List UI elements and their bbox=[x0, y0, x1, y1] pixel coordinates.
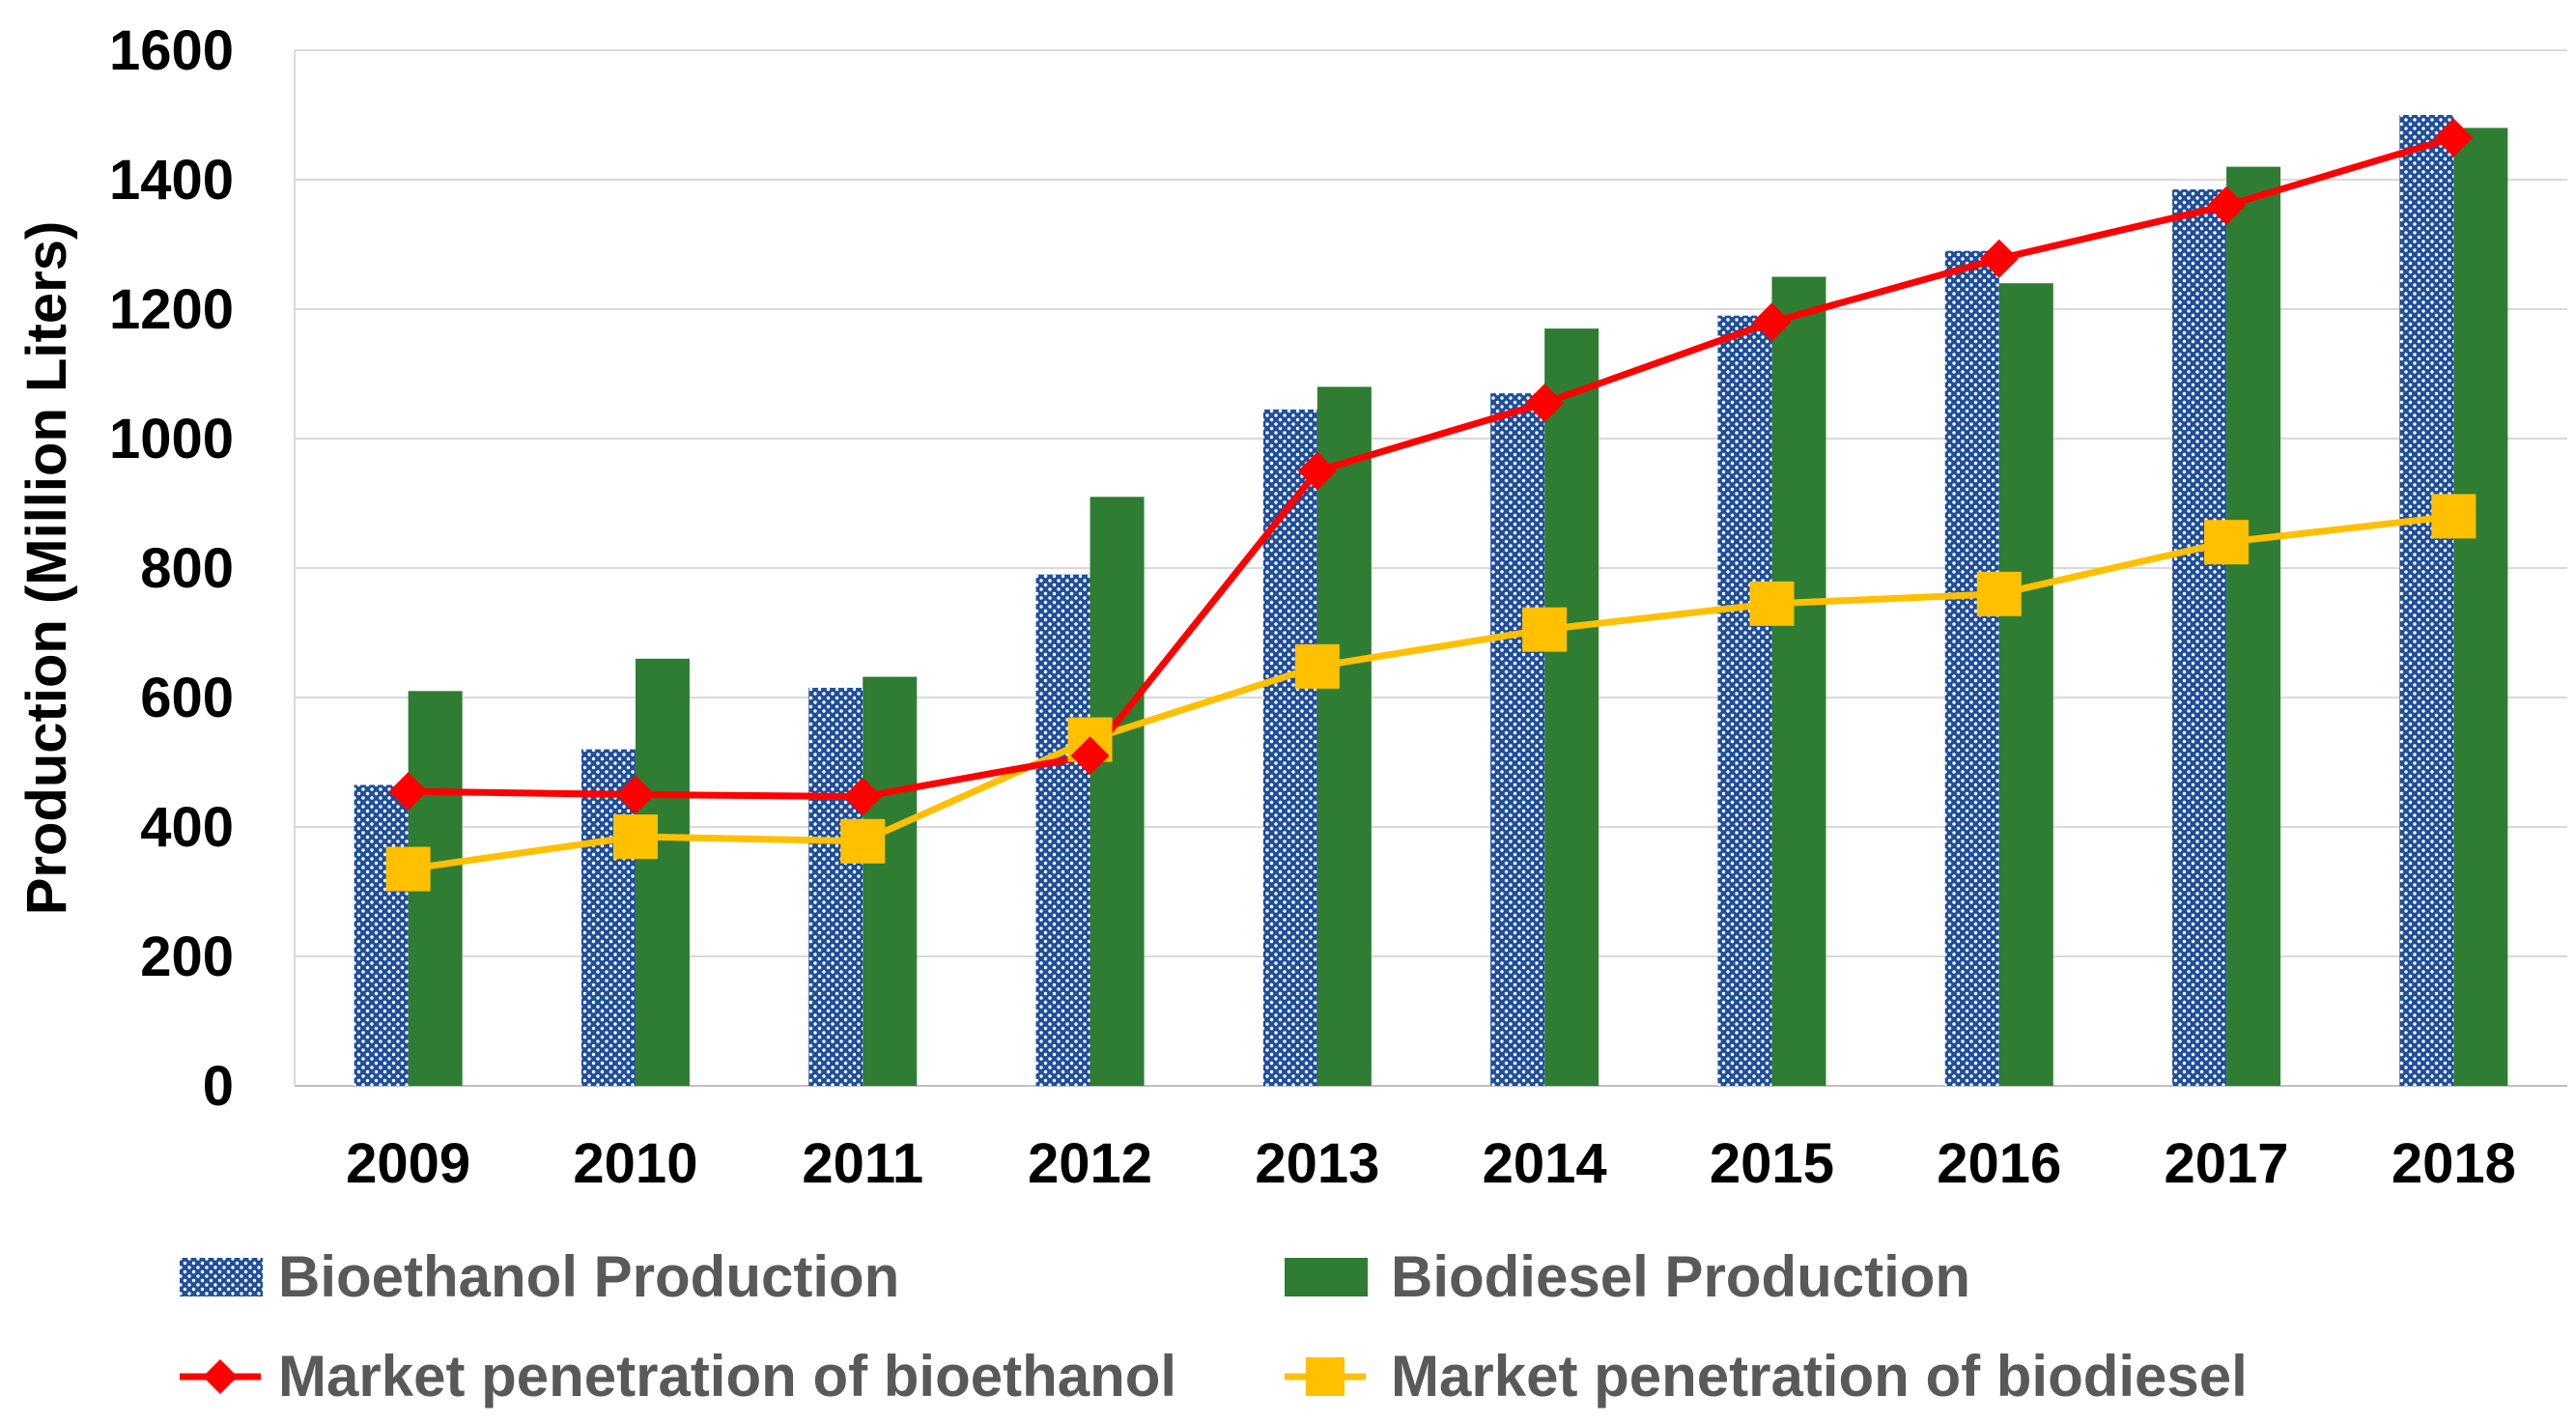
y-tick-label: 0 bbox=[203, 1055, 234, 1118]
bar-biodiesel bbox=[1090, 497, 1145, 1086]
bar-bioethanol bbox=[1490, 393, 1545, 1087]
bar-biodiesel bbox=[1316, 386, 1372, 1086]
biodiesel-penetration-point bbox=[612, 814, 658, 860]
legend-label-bioethanol-penetration: Market penetration of bioethanol bbox=[278, 1344, 1176, 1409]
bioethanol-penetration-point bbox=[2434, 118, 2474, 157]
legend-swatch-biodiesel bbox=[1285, 1258, 1368, 1296]
x-tick-label: 2017 bbox=[2165, 1132, 2289, 1195]
biodiesel-penetration-line bbox=[408, 512, 2454, 873]
biodiesel-penetration-point bbox=[1294, 643, 1340, 689]
bioethanol-penetration-point bbox=[1070, 736, 1110, 776]
legend-swatch-bioethanol bbox=[180, 1258, 263, 1296]
bioethanol-penetration-point bbox=[843, 777, 883, 816]
x-tick-label: 2016 bbox=[1937, 1132, 2061, 1195]
y-axis-ticks: 0 200 400 600 800 1000 1200 1400 1600 bbox=[109, 19, 234, 1118]
lines bbox=[408, 134, 2455, 873]
bar-biodiesel bbox=[1998, 283, 2053, 1086]
legend-label-bioethanol: Bioethanol Production bbox=[278, 1244, 899, 1309]
biodiesel-penetration-point bbox=[1976, 571, 2022, 616]
bioethanol-penetration-point bbox=[2207, 185, 2247, 225]
bar-biodiesel bbox=[2453, 128, 2508, 1086]
bars bbox=[354, 115, 2508, 1087]
bar-bioethanol bbox=[1717, 315, 1772, 1086]
legend-marker-biodiesel-penetration bbox=[1306, 1357, 1345, 1396]
biodiesel-penetration-point bbox=[2431, 494, 2477, 539]
x-tick-label: 2018 bbox=[2392, 1132, 2516, 1195]
bar-bioethanol bbox=[1944, 250, 1999, 1086]
y-axis-title: Production (Million Liters) bbox=[15, 221, 78, 916]
bar-bioethanol bbox=[2172, 189, 2227, 1087]
bioethanol-penetration-point bbox=[1525, 384, 1565, 423]
bar-bioethanol bbox=[1035, 574, 1090, 1086]
biodiesel-penetration-point bbox=[1749, 581, 1795, 626]
bar-bioethanol bbox=[354, 784, 409, 1086]
y-tick-label: 200 bbox=[140, 926, 234, 988]
y-tick-label: 400 bbox=[140, 796, 234, 859]
legend-label-biodiesel-penetration: Market penetration of biodiesel bbox=[1391, 1344, 2248, 1409]
x-tick-label: 2009 bbox=[346, 1132, 470, 1195]
x-tick-label: 2011 bbox=[802, 1132, 923, 1195]
biodiesel-penetration-point bbox=[840, 818, 886, 864]
y-tick-label: 1600 bbox=[109, 19, 234, 82]
y-tick-label: 1000 bbox=[109, 408, 234, 470]
markers bbox=[385, 118, 2477, 892]
bioethanol-penetration-line bbox=[408, 134, 2455, 801]
bioethanol-penetration-point bbox=[615, 775, 655, 814]
bar-biodiesel bbox=[635, 658, 690, 1086]
bar-biodiesel bbox=[1544, 328, 1599, 1087]
y-tick-label: 1400 bbox=[109, 149, 234, 212]
legend: Bioethanol Production Biodiesel Productio… bbox=[180, 1244, 2248, 1409]
bar-biodiesel bbox=[2226, 166, 2281, 1087]
y-tick-label: 1200 bbox=[109, 278, 234, 341]
bioethanol-penetration-point bbox=[1752, 302, 1792, 342]
x-tick-label: 2012 bbox=[1028, 1132, 1152, 1195]
bar-biodiesel bbox=[863, 676, 918, 1086]
biodiesel-penetration-point bbox=[1522, 607, 1568, 652]
x-axis-ticks: 2009 2010 2011 2012 2013 2014 2015 2016 2017 2018 bbox=[346, 1132, 2516, 1195]
legend-label-biodiesel: Biodiesel Production bbox=[1391, 1244, 1970, 1309]
y-tick-label: 800 bbox=[140, 537, 234, 600]
biodiesel-penetration-point bbox=[385, 846, 431, 892]
x-tick-label: 2015 bbox=[1710, 1132, 1834, 1195]
bioethanol-penetration-point bbox=[1297, 451, 1337, 491]
y-tick-label: 600 bbox=[140, 667, 234, 729]
x-tick-label: 2014 bbox=[1483, 1132, 1607, 1195]
x-tick-label: 2013 bbox=[1255, 1132, 1379, 1195]
bar-biodiesel bbox=[1771, 276, 1826, 1086]
bioethanol-penetration-point bbox=[388, 772, 428, 812]
bar-bioethanol bbox=[2399, 115, 2454, 1086]
bioethanol-penetration-point bbox=[1979, 239, 2019, 278]
x-tick-label: 2010 bbox=[573, 1132, 697, 1195]
bar-bioethanol bbox=[808, 687, 863, 1086]
legend-marker-bioethanol-penetration bbox=[203, 1359, 238, 1394]
bar-bioethanol bbox=[1262, 409, 1317, 1087]
bar-bioethanol bbox=[580, 749, 636, 1086]
biodiesel-penetration-point bbox=[2204, 520, 2250, 565]
